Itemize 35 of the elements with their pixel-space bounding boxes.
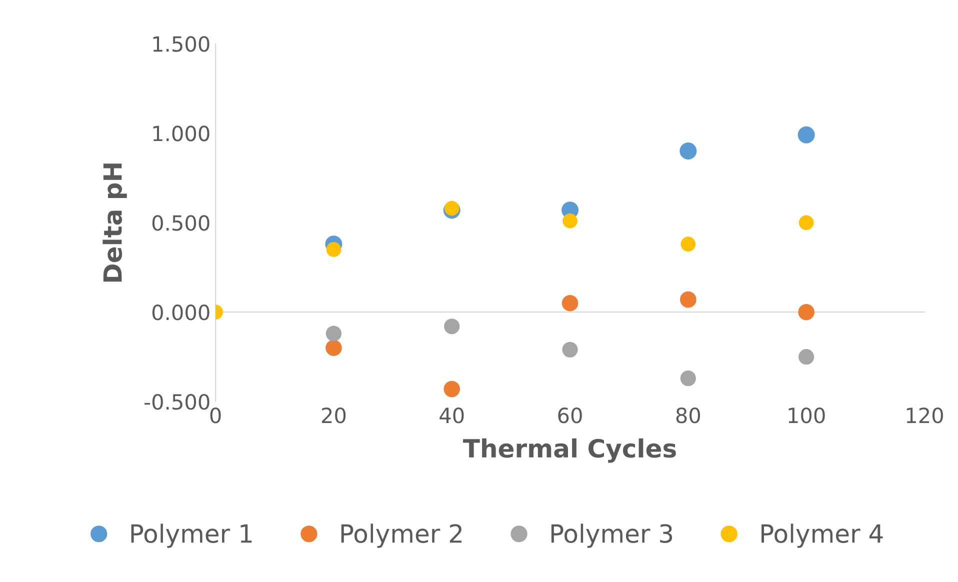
y-tick-label: 1.000 xyxy=(153,126,210,142)
x-tick-label: 40 xyxy=(440,408,464,424)
point xyxy=(444,380,460,398)
point xyxy=(562,294,578,312)
x-tick-label: 80 xyxy=(676,408,700,424)
legend-label: Polymer 1 xyxy=(131,524,252,548)
y-tick-label: 0.000 xyxy=(152,304,210,320)
point xyxy=(326,326,342,342)
point xyxy=(680,370,696,386)
point xyxy=(326,340,342,356)
legend-label: Polymer 2 xyxy=(341,524,462,548)
point xyxy=(444,318,460,334)
x-tick-label: 60 xyxy=(558,408,582,424)
legend-label: Polymer 3 xyxy=(551,524,672,548)
point xyxy=(680,236,696,252)
x-tick-label: 0 xyxy=(210,408,221,424)
point xyxy=(562,213,578,228)
point xyxy=(798,304,814,320)
y-tick-label: 1.500 xyxy=(153,36,210,52)
point xyxy=(680,142,697,160)
y-tick-label: -0.500 xyxy=(144,394,210,410)
point xyxy=(444,200,460,216)
x-axis-title: Thermal Cycles xyxy=(463,438,676,463)
point xyxy=(562,342,578,358)
x-tick-label: 120 xyxy=(906,408,943,424)
point xyxy=(680,291,696,308)
y-axis-title: Delta pH xyxy=(102,164,127,282)
point xyxy=(798,349,814,365)
legend-label: Polymer 4 xyxy=(762,524,883,548)
point xyxy=(798,215,814,230)
point xyxy=(326,242,342,257)
x-tick-label: 100 xyxy=(788,408,825,424)
point xyxy=(798,126,815,144)
x-tick-label: 20 xyxy=(322,408,346,424)
y-tick-label: 0.500 xyxy=(152,215,210,231)
